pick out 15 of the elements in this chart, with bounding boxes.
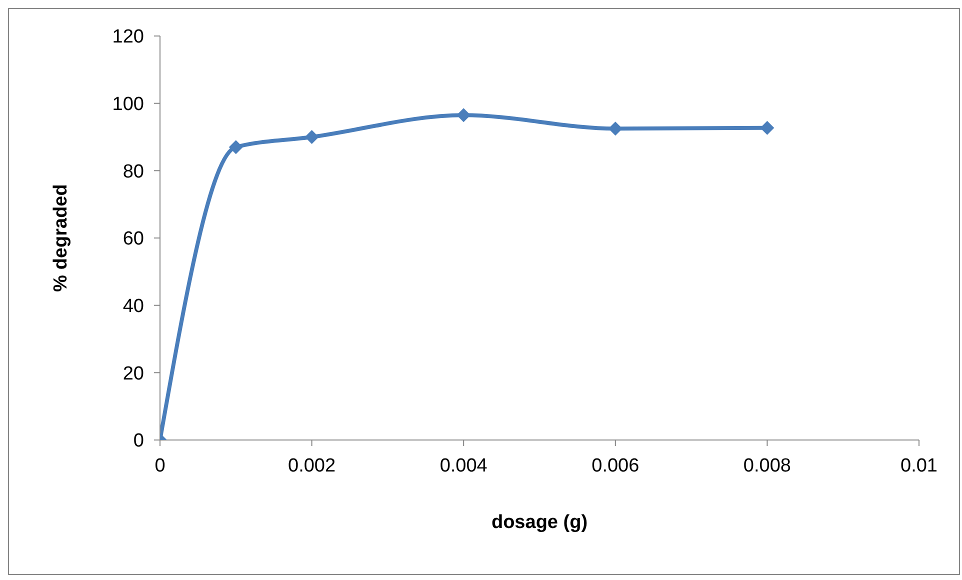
y-tick-label: 0 xyxy=(133,430,144,452)
x-tick-label: 0.01 xyxy=(900,455,938,476)
y-tick-label: 60 xyxy=(122,228,144,250)
x-tick-label: 0.006 xyxy=(592,455,640,476)
x-tick-label: 0.002 xyxy=(288,455,336,476)
x-tick-label: 0.008 xyxy=(743,455,791,476)
y-tick-label: 40 xyxy=(122,296,144,318)
x-axis-title: dosage (g) xyxy=(491,512,588,533)
y-tick-label: 100 xyxy=(112,94,144,116)
y-tick-label: 20 xyxy=(122,363,144,384)
y-tick-label: 120 xyxy=(112,26,144,48)
y-axis-title: % degraded xyxy=(50,184,72,292)
x-tick-label: 0 xyxy=(154,455,166,476)
x-tick-label: 0.004 xyxy=(440,455,488,476)
y-tick-label: 80 xyxy=(122,161,144,182)
